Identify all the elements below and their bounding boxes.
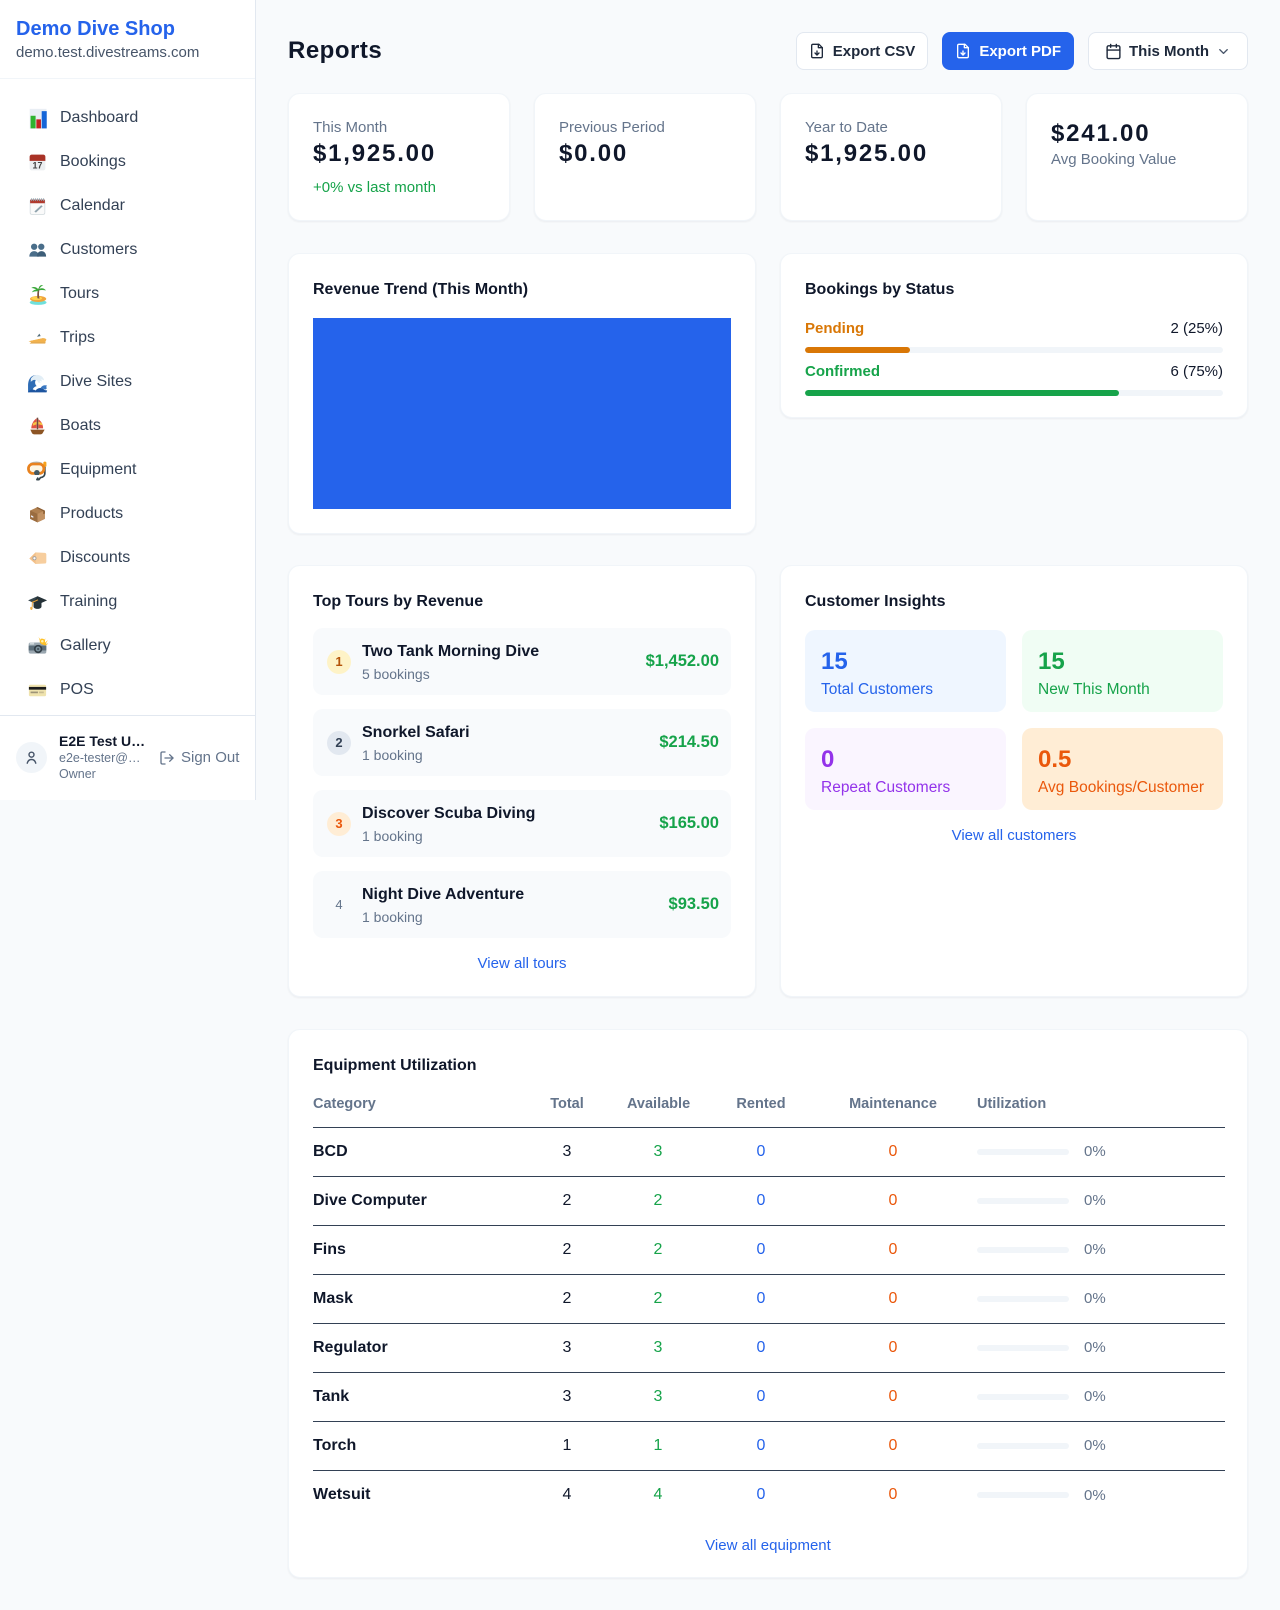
svg-text:17: 17 — [33, 160, 43, 170]
